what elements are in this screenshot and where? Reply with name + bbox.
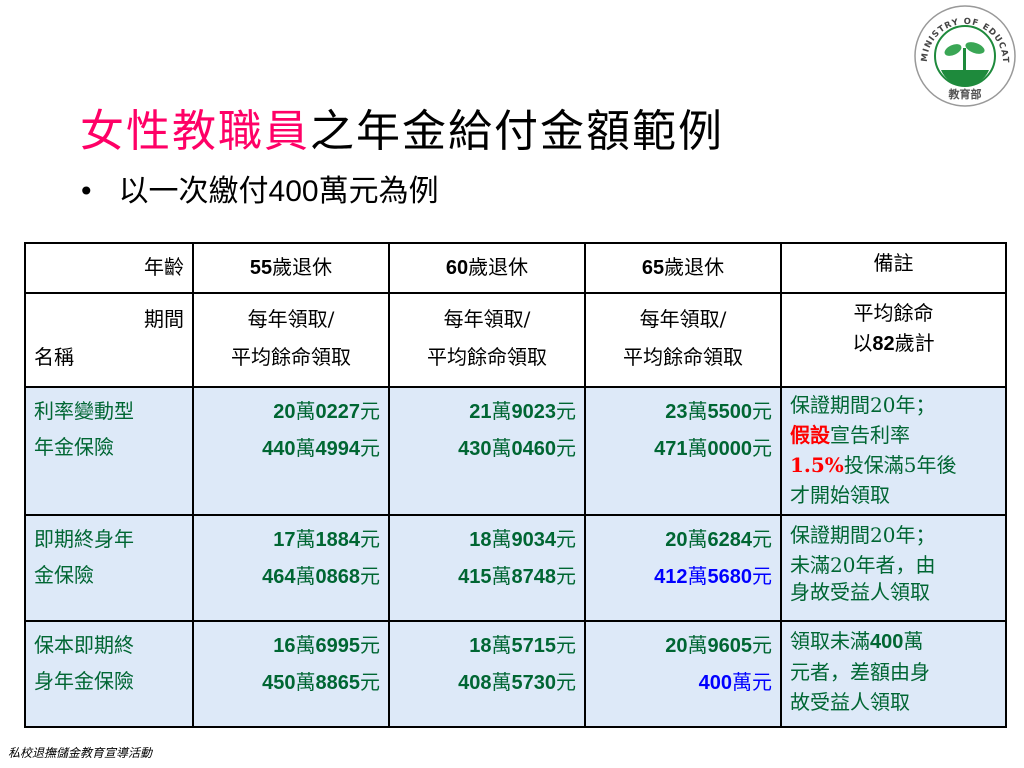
amount-cell: 18萬5715元 408萬5730元	[388, 620, 586, 728]
footer-text: 私校退撫儲金教育宣導活動	[8, 746, 153, 760]
remark-cell: 領取未滿400萬 元者，差額由身 故受益人領取	[780, 620, 1007, 728]
logo-text-bottom: 教育部	[948, 87, 982, 101]
pension-table: 年齡 55歲退休 60歲退休 65歲退休 備註 期間 名稱 每年領取/平均餘命領…	[24, 242, 1007, 728]
product-name: 保本即期終 身年金保險	[24, 620, 194, 728]
remark-cell: 保證期間20年； 未滿20年者，由 身故受益人領取	[780, 514, 1007, 622]
title-highlight: 女性教職員	[80, 106, 310, 157]
header-row-age: 年齡 55歲退休 60歲退休 65歲退休 備註	[24, 242, 1007, 294]
col-header-60: 60歲退休	[388, 242, 586, 294]
ministry-of-education-logo: MINISTRY OF EDUCATION 教育部	[913, 4, 1016, 107]
col-sub-55: 每年領取/平均餘命領取	[192, 292, 390, 388]
col-header-55: 55歲退休	[192, 242, 390, 294]
col-sub-65: 每年領取/平均餘命領取	[584, 292, 782, 388]
page-title: 女性教職員之年金給付金額範例	[80, 100, 724, 164]
col-header-remark: 備註	[780, 242, 1007, 294]
table-row: 即期終身年 金保險 17萬1884元 464萬0868元 18萬9034元 415…	[24, 514, 1007, 622]
bullet-dot-icon: •	[78, 175, 95, 208]
product-name: 利率變動型 年金保險	[24, 386, 194, 516]
col-sub-remark: 平均餘命 以82歲計	[780, 292, 1007, 388]
title-rest: 之年金給付金額範例	[310, 106, 724, 157]
amount-cell: 23萬5500元 471萬0000元	[584, 386, 782, 516]
bullet-prefix: 以一次繳付	[118, 174, 269, 209]
amount-cell: 17萬1884元 464萬0868元	[192, 514, 390, 622]
amount-cell: 20萬6284元 412萬5680元	[584, 514, 782, 622]
corner-age-label: 年齡	[24, 242, 194, 294]
bullet-amount: 400	[268, 175, 319, 208]
amount-cell: 21萬9023元 430萬0460元	[388, 386, 586, 516]
amount-cell: 16萬6995元 450萬8865元	[192, 620, 390, 728]
remark-cell: 保證期間20年； 假設宣告利率 1.5%投保滿5年後 才開始領取	[780, 386, 1007, 516]
product-name: 即期終身年 金保險	[24, 514, 194, 622]
bullet-suffix: 萬元為例	[318, 174, 439, 209]
amount-cell: 18萬9034元 415萬8748元	[388, 514, 586, 622]
col-header-65: 65歲退休	[584, 242, 782, 294]
table-row: 保本即期終 身年金保險 16萬6995元 450萬8865元 18萬5715元 4…	[24, 620, 1007, 728]
corner-period-name: 期間 名稱	[24, 292, 194, 388]
header-row-period: 期間 名稱 每年領取/平均餘命領取 每年領取/平均餘命領取 每年領取/平均餘命領…	[24, 292, 1007, 388]
amount-cell: 20萬0227元 440萬4994元	[192, 386, 390, 516]
amount-cell: 20萬9605元 400萬元	[584, 620, 782, 728]
bullet-item: • 以一次繳付400萬元為例	[78, 172, 439, 212]
col-sub-60: 每年領取/平均餘命領取	[388, 292, 586, 388]
table-row: 利率變動型 年金保險 20萬0227元 440萬4994元 21萬9023元 43…	[24, 386, 1007, 516]
